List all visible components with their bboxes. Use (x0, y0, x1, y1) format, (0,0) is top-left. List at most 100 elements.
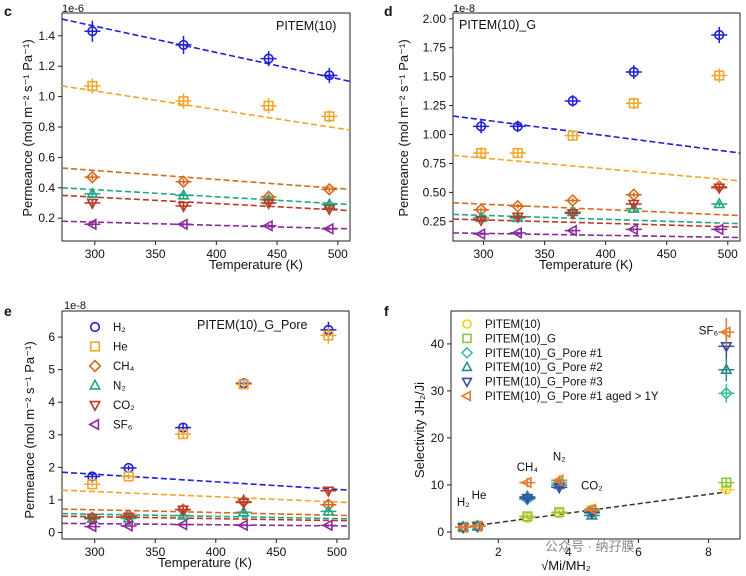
panel-title-d: PITEM(10)_G (459, 18, 536, 32)
y-tick-label: 1 (48, 493, 55, 507)
legend-label: PITEM(10) (485, 319, 541, 331)
x-tick-label: 6 (635, 545, 642, 559)
axes-frame (61, 12, 351, 242)
data-point (237, 498, 250, 510)
legend-label: CH₄ (113, 361, 135, 373)
fit-line-sf6 (61, 220, 351, 230)
offset-text-e: 1e-8 (64, 300, 86, 312)
fit-line-co2 (61, 194, 351, 212)
fit-line-he (61, 489, 350, 504)
data-point (177, 201, 190, 213)
data-point (627, 201, 640, 213)
x-tick-label: 500 (328, 247, 348, 261)
series-co2 (84, 486, 337, 525)
x-tick-label: 400 (206, 247, 226, 261)
x-axis-label-c: Temperature (K) (209, 257, 303, 272)
x-tick-label: 350 (535, 247, 555, 261)
y-tick-label: 0.4 (38, 181, 55, 195)
data-point (456, 521, 468, 534)
data-point (122, 512, 135, 524)
data-point (719, 326, 731, 339)
y-axis-label-d: Permeance (mol m⁻² s⁻¹ Pa⁻¹) (396, 39, 411, 216)
legend-marker (462, 319, 472, 329)
legend-marker (88, 400, 102, 412)
legend-marker (88, 418, 100, 431)
data-point (85, 520, 97, 533)
series-ch4 (84, 170, 338, 204)
data-point (713, 183, 726, 195)
data-point (628, 66, 639, 78)
data-point (720, 362, 733, 375)
y-tick-label: 0.75 (423, 156, 447, 170)
data-point (177, 505, 190, 517)
data-point (263, 100, 274, 111)
series-sf6 (84, 518, 337, 533)
legend-label: H₂ (113, 322, 126, 334)
y-tick-label: 6 (48, 330, 55, 344)
legend-label: PITEM(10)_G (485, 333, 556, 345)
y-tick-label: 0.50 (423, 185, 447, 199)
data-point (566, 208, 579, 221)
fit-line-n2 (61, 187, 351, 206)
data-point (713, 197, 726, 209)
series-h2 (473, 26, 728, 134)
gas-label: CH₄ (517, 462, 539, 474)
series-ch4 (473, 180, 728, 217)
data-point (475, 215, 488, 227)
legend-marker (462, 333, 472, 344)
legend-marker (461, 360, 473, 372)
data-point (177, 508, 190, 520)
data-point (626, 223, 638, 236)
data-point (322, 486, 335, 498)
data-point (238, 379, 249, 390)
panel-title-c: PITEM(10) (276, 19, 336, 33)
data-point (262, 198, 275, 210)
data-point (176, 218, 188, 231)
fit-line-he (61, 85, 351, 131)
fit-line-n2 (61, 512, 350, 520)
series-h2 (84, 20, 338, 83)
y-tick-label: 0.25 (423, 214, 447, 228)
x-tick-label: 500 (327, 545, 347, 559)
x-tick-label: 300 (474, 247, 494, 261)
plot-area-c: 300 350 400 450 500 0.2 0.4 0.6 0.8 1.0 1.2 1.4 (38, 12, 351, 261)
gas-label: He (472, 490, 487, 502)
legend-label: PITEM(10)_G_Pore #2 (485, 362, 603, 374)
data-point (87, 479, 98, 490)
y-tick-label: 2.00 (423, 12, 447, 26)
y-tick-label: 5 (48, 363, 55, 377)
data-point (719, 386, 733, 400)
gas-label: N₂ (553, 451, 566, 463)
panel-c: c 1e-6 PITEM(10) Temperature (K) Permean… (4, 3, 351, 272)
data-point (178, 39, 189, 51)
legend-e: H₂ He CH₄ N₂ CO₂ SF₆ (88, 321, 135, 432)
data-point (123, 471, 134, 482)
data-point (323, 330, 334, 341)
data-point (512, 121, 523, 132)
y-tick-label: 0.2 (38, 211, 55, 225)
data-point (565, 224, 577, 237)
legend-marker (88, 359, 102, 373)
data-point (323, 204, 336, 216)
y-tick-label: 0 (48, 525, 55, 539)
panel-d: d 1e-8 PITEM(10)_G Temperature (K) Perme… (384, 3, 741, 272)
fit-line-h2 (61, 471, 350, 491)
plot-area-e: 300 350 400 450 500 0 1 2 3 4 5 6 (48, 310, 350, 559)
data-point (714, 29, 725, 41)
x-tick-label: 350 (146, 247, 166, 261)
x-tick-label: 400 (596, 247, 616, 261)
legend-label: SF₆ (113, 420, 133, 432)
data-point (86, 187, 99, 199)
x-tick-label: 500 (718, 247, 738, 261)
y-tick-label: 1.75 (423, 41, 447, 55)
watermark: 公众号 · 纳孖膜 (545, 539, 635, 554)
series-co2 (84, 198, 338, 216)
legend-label: N₂ (113, 381, 126, 393)
data-point (176, 518, 188, 531)
y-tick-label: 1.0 (38, 90, 55, 104)
series-n2 (84, 187, 338, 209)
legend-label: PITEM(10)_G_Pore #1 (485, 348, 603, 360)
y-tick-label: 0.6 (38, 150, 55, 164)
legend-f: PITEM(10) PITEM(10)_G PITEM(10)_G_Pore #1 P… (460, 319, 659, 403)
